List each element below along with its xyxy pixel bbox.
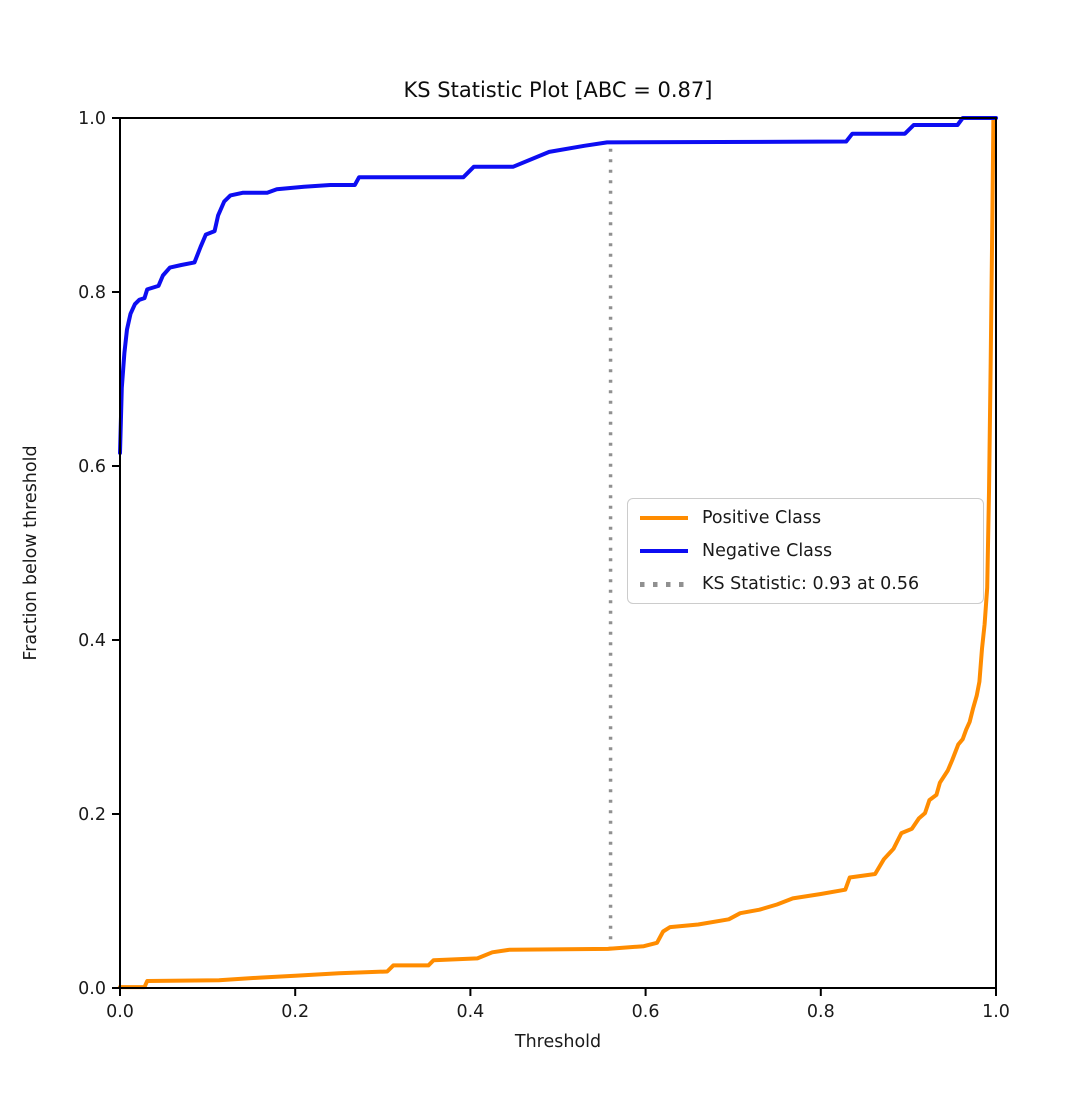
y-tick-label: 0.0 xyxy=(78,979,106,999)
y-tick-label: 0.4 xyxy=(78,631,106,651)
x-tick-label: 1.0 xyxy=(982,1002,1010,1022)
y-tick-label: 0.8 xyxy=(78,283,106,303)
plot-border xyxy=(119,117,997,989)
x-tick-label: 0.8 xyxy=(807,1002,835,1022)
y-tick-label: 0.2 xyxy=(78,805,106,825)
legend-item-positive-class: Positive Class xyxy=(634,501,977,534)
chart-title: KS Statistic Plot [ABC = 0.87] xyxy=(403,78,713,102)
ks-statistic-dotted-swatch xyxy=(640,582,688,587)
legend: Positive Class Negative Class KS Statist… xyxy=(627,498,984,604)
legend-item-ks-statistic: KS Statistic: 0.93 at 0.56 xyxy=(634,568,977,601)
positive-class-curve xyxy=(118,116,996,990)
x-tick-label: 0.6 xyxy=(632,1002,660,1022)
legend-label: Negative Class xyxy=(702,541,833,561)
y-axis-label: Fraction below threshold xyxy=(21,445,41,661)
legend-item-negative-class: Negative Class xyxy=(634,535,977,568)
legend-label: KS Statistic: 0.93 at 0.56 xyxy=(702,574,920,595)
y-tick-label: 0.6 xyxy=(78,457,106,477)
x-axis-label: Threshold xyxy=(514,1032,602,1052)
x-tick-label: 0.4 xyxy=(456,1002,484,1022)
negative-class-line-swatch xyxy=(640,549,688,553)
x-tick-label: 0.0 xyxy=(106,1002,134,1022)
positive-class-line-swatch xyxy=(640,515,688,520)
legend-label: Positive Class xyxy=(702,507,822,528)
negative-class-curve xyxy=(118,116,998,455)
x-tick-label: 0.2 xyxy=(281,1002,309,1022)
y-tick-label: 1.0 xyxy=(78,109,106,129)
